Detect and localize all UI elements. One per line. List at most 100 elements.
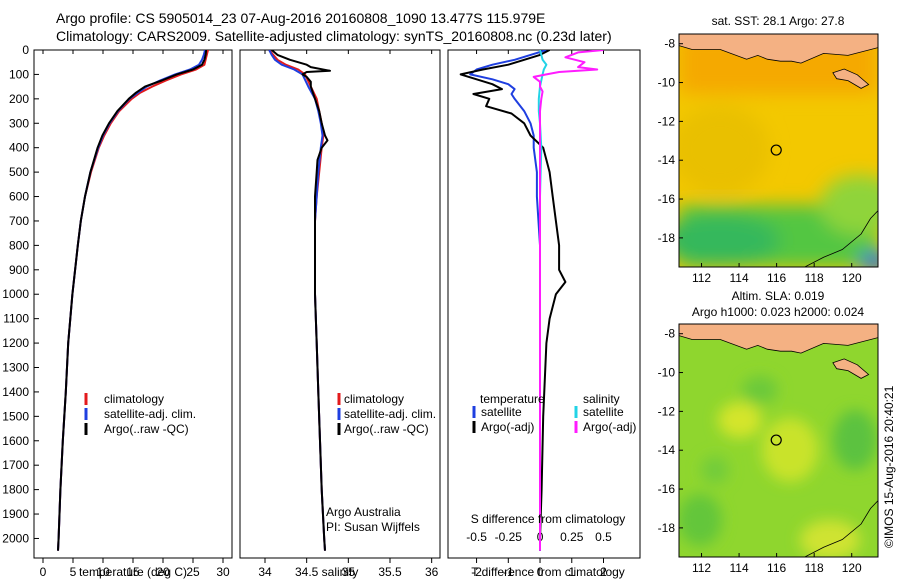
x-tick-label: 34.5 — [295, 565, 319, 579]
y-tick-label: 400 — [9, 141, 29, 155]
salinity-axis: 34 34.5 35 35.5 36 — [258, 50, 439, 579]
sla-low-east — [833, 410, 877, 470]
x-tick-label: 2 — [600, 565, 607, 579]
difference-frame — [447, 49, 641, 559]
lon-tick-label: 112 — [692, 271, 711, 285]
salinity-xlabel: salinity — [322, 565, 359, 579]
x-tick-label: -1 — [503, 565, 514, 579]
sla-low-north — [742, 376, 778, 404]
sla-map-title: Altim. SLA: 0.019 — [732, 289, 825, 303]
series-line — [459, 50, 567, 551]
series-line — [271, 50, 331, 551]
x-tick-label: -2 — [471, 565, 482, 579]
sla-high-south — [800, 520, 860, 557]
y-tick-label: 1800 — [2, 483, 29, 497]
lon-tick-label: 120 — [842, 271, 862, 285]
y-tick-label: 2000 — [2, 531, 29, 545]
legend-label-argo: Argo(..raw -QC) — [344, 422, 429, 436]
legend-label-t-satellite: satellite — [481, 405, 522, 419]
legend-label-satellite: satellite-adj. clim. — [344, 407, 436, 421]
y-tick-label: 900 — [9, 263, 29, 277]
legend-header-salinity: salinity — [583, 392, 620, 406]
x-tick-label: 5 — [70, 565, 77, 579]
lon-tick-label: 116 — [767, 561, 786, 575]
temperature-series — [57, 50, 209, 551]
x-tick-label: 25 — [186, 565, 200, 579]
sst-cooler-sw — [679, 215, 780, 265]
coastline — [804, 500, 878, 557]
difference-legend: temperature salinity satellite Argo(-adj… — [472, 392, 636, 434]
lat-tick-label: -18 — [658, 521, 676, 535]
sla-low-west — [701, 456, 729, 484]
lat-tick-label: -14 — [658, 443, 676, 457]
y-tick-label: 0 — [22, 43, 29, 57]
sla-map-panel: Altim. SLA: 0.019 Argo h1000: 0.023 h200… — [658, 289, 879, 575]
y-tick-label: 1700 — [2, 458, 29, 472]
y-tick-label: 1000 — [2, 287, 29, 301]
imos-credit: ©IMOS 15-Aug-2016 20:40:21 — [882, 385, 896, 548]
lat-tick-label: -16 — [658, 482, 676, 496]
sst-cool-east — [820, 175, 878, 235]
x-tick-label: 0 — [537, 565, 544, 579]
y-tick-label: 700 — [9, 214, 29, 228]
sla-map-frame — [678, 323, 879, 558]
salinity-panel: 34 34.5 35 35.5 36 salinity climatology sate… — [239, 49, 441, 579]
header-line-1: Argo profile: CS 5905014_23 07-Aug-2016 … — [56, 10, 546, 26]
lon-tick-label: 112 — [692, 561, 711, 575]
annotation-pi: PI: Susan Wijffels — [326, 520, 420, 534]
lat-tick-label: -12 — [658, 114, 676, 128]
y-tick-label: 1200 — [2, 336, 29, 350]
difference-series — [459, 50, 604, 551]
sst-coldest-corner — [859, 252, 878, 267]
difference-panel: -2 -1 0 1 2 -0.5 -0.25 0 0.25 0.5 T difference f… — [447, 49, 641, 579]
x-tick-label: 0 — [40, 565, 47, 579]
island — [832, 68, 870, 89]
island — [832, 358, 870, 379]
lon-tick-label: 116 — [767, 271, 786, 285]
x-tick-label: 20 — [156, 565, 170, 579]
header-line-2: Climatology: CARS2009. Satellite-adjuste… — [56, 28, 612, 44]
s-tick-label: -0.25 — [495, 530, 523, 544]
y-tick-label: 1900 — [2, 507, 29, 521]
legend-label-satellite: satellite-adj. clim. — [104, 407, 196, 421]
y-tick-label: 200 — [9, 92, 29, 106]
lat-tick-label: -14 — [658, 153, 676, 167]
salinity-legend: climatology satellite-adj. clim. Argo(..… — [337, 392, 436, 436]
x-tick-label: 35.5 — [378, 565, 402, 579]
x-tick-label: 34 — [258, 565, 272, 579]
salinity-frame — [239, 49, 441, 559]
temperature-xlabel: temperature (deg C) — [79, 565, 187, 579]
sla-map-argo-marker — [770, 434, 782, 446]
sst-mid-blob — [679, 105, 770, 195]
lon-tick-label: 118 — [805, 561, 824, 575]
legend-label-s-satellite: satellite — [583, 405, 624, 419]
lon-tick-label: 118 — [805, 271, 824, 285]
y-tick-label: 500 — [9, 165, 29, 179]
difference-xlabel: T difference from climatology — [471, 565, 625, 579]
x-tick-label: 30 — [216, 565, 230, 579]
y-tick-label: 600 — [9, 190, 29, 204]
y-tick-label: 1100 — [3, 312, 29, 326]
sla-high-west — [718, 402, 762, 438]
sst-map-axes: 112 114 116 118 120 -8 -10 -12 -14 -16 -18 — [658, 37, 862, 285]
sla-map-axes: 112 114 116 118 120 -8 -10 -12 -14 -16 -18 — [658, 327, 862, 575]
lat-tick-label: -12 — [658, 404, 676, 418]
temperature-axis: 0 5 10 15 20 25 30 — [40, 50, 230, 579]
temperature-legend: climatology satellite-adj. clim. Argo(..… — [84, 392, 196, 436]
sst-map-panel: sat. SST: 28.1 Argo: 27.8 112 114 116 118 12… — [658, 14, 879, 285]
legend-label-argo: Argo(..raw -QC) — [104, 422, 189, 436]
difference-top-label: S difference from climatology — [471, 512, 626, 526]
sst-map-title: sat. SST: 28.1 Argo: 27.8 — [712, 14, 845, 28]
sla-map-land — [679, 324, 878, 557]
island — [679, 324, 878, 354]
y-tick-label: 1500 — [2, 409, 29, 423]
x-tick-label: 35 — [342, 565, 356, 579]
lat-tick-label: -18 — [658, 231, 676, 245]
argo-position-marker — [770, 434, 782, 446]
x-tick-label: 36 — [425, 565, 439, 579]
legend-label-t-argo: Argo(-adj) — [481, 420, 534, 434]
s-tick-label: -0.5 — [466, 530, 487, 544]
y-tick-label: 1400 — [2, 385, 29, 399]
y-tick-label: 100 — [9, 67, 29, 81]
